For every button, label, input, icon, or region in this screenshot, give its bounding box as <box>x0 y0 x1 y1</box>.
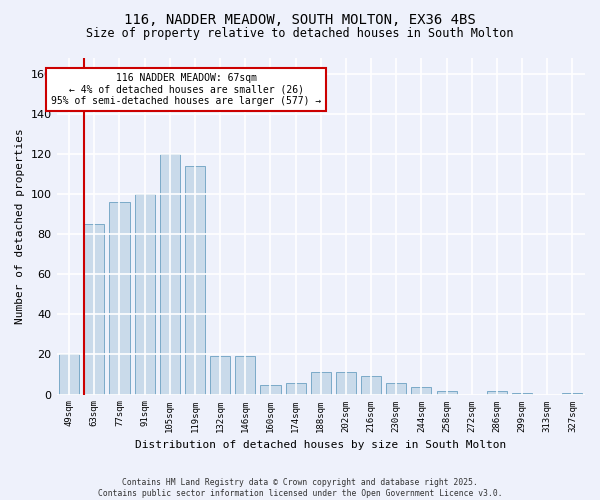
Bar <box>562 392 583 394</box>
Bar <box>235 356 256 395</box>
Bar <box>412 386 431 394</box>
Bar <box>185 166 205 394</box>
Bar <box>487 390 507 394</box>
Text: Contains HM Land Registry data © Crown copyright and database right 2025.
Contai: Contains HM Land Registry data © Crown c… <box>98 478 502 498</box>
Bar <box>361 376 381 394</box>
Bar <box>109 202 130 394</box>
X-axis label: Distribution of detached houses by size in South Molton: Distribution of detached houses by size … <box>135 440 506 450</box>
Bar <box>386 382 406 394</box>
Bar <box>84 224 104 394</box>
Bar <box>512 392 532 394</box>
Bar <box>336 372 356 394</box>
Bar <box>134 194 155 394</box>
Text: 116 NADDER MEADOW: 67sqm
← 4% of detached houses are smaller (26)
95% of semi-de: 116 NADDER MEADOW: 67sqm ← 4% of detache… <box>51 72 321 106</box>
Bar <box>160 154 180 394</box>
Bar <box>210 356 230 395</box>
Bar <box>437 390 457 394</box>
Text: 116, NADDER MEADOW, SOUTH MOLTON, EX36 4BS: 116, NADDER MEADOW, SOUTH MOLTON, EX36 4… <box>124 12 476 26</box>
Y-axis label: Number of detached properties: Number of detached properties <box>15 128 25 324</box>
Text: Size of property relative to detached houses in South Molton: Size of property relative to detached ho… <box>86 28 514 40</box>
Bar <box>59 354 79 395</box>
Bar <box>286 382 305 394</box>
Bar <box>311 372 331 394</box>
Bar <box>260 384 281 394</box>
